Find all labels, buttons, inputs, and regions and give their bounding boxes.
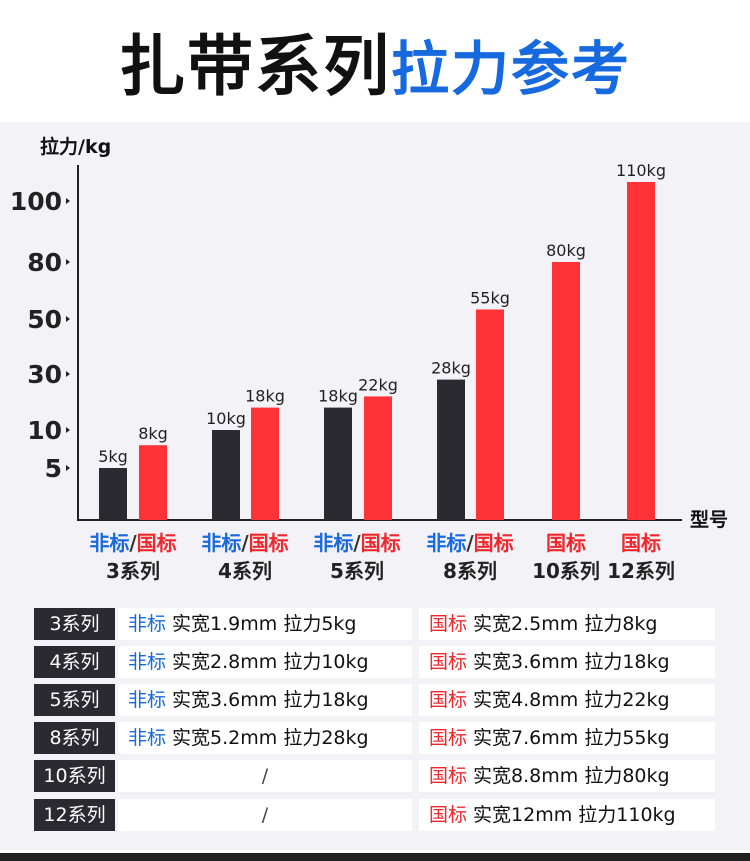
- data-label: 18kg: [318, 387, 358, 406]
- title-part2: 拉力参考: [390, 35, 631, 103]
- table-row: 10系列 / 国标 实宽8.8mm 拉力80kg: [34, 760, 715, 792]
- table-row: 3系列 非标 实宽1.9mm 拉力5kg 国标 实宽2.5mm 拉力8kg: [34, 608, 715, 640]
- bar-非标: [437, 379, 465, 520]
- title-part1: 扎带系列: [118, 28, 391, 105]
- data-label: 8kg: [138, 424, 168, 443]
- bar-国标: [139, 445, 167, 520]
- y-tick-label: 30: [27, 360, 62, 389]
- x-category-name: 10系列: [532, 559, 600, 583]
- nonstandard-spec: /: [118, 760, 412, 792]
- bar-chart: 拉力/kg 型号 5 10 30 50 80 100 5kg 10kg 18kg 28kg 8kg 18k…: [10, 135, 728, 583]
- y-tick-arrow: [66, 259, 70, 265]
- bottom-divider: [0, 853, 750, 861]
- nonstandard-spec: 非标 实宽5.2mm 拉力28kg: [118, 722, 412, 754]
- table-row: 4系列 非标 实宽2.8mm 拉力10kg 国标 实宽3.6mm 拉力18kg: [34, 646, 715, 678]
- bar-国标: [627, 182, 655, 520]
- bar-国标: [552, 262, 580, 520]
- x-category-standard: 非标/国标: [89, 531, 176, 555]
- y-tick-label: 80: [27, 248, 62, 277]
- y-tick-arrow: [66, 316, 70, 322]
- nonstandard-spec: 非标 实宽2.8mm 拉力10kg: [118, 646, 412, 678]
- data-label: 28kg: [431, 359, 471, 378]
- series-label: 10系列: [34, 760, 115, 792]
- bar-国标: [476, 309, 504, 520]
- nonstandard-spec: /: [118, 799, 412, 831]
- bar-国标: [364, 396, 392, 520]
- table-row: 12系列 / 国标 实宽12mm 拉力110kg: [34, 799, 715, 831]
- national-standard-spec: 国标 实宽2.5mm 拉力8kg: [419, 608, 715, 640]
- x-category-name: 5系列: [330, 559, 384, 583]
- national-standard-spec: 国标 实宽7.6mm 拉力55kg: [419, 722, 715, 754]
- series-label: 8系列: [34, 722, 115, 754]
- table-row: 5系列 非标 实宽3.6mm 拉力18kg 国标 实宽4.8mm 拉力22kg: [34, 684, 715, 716]
- data-label: 80kg: [546, 241, 586, 260]
- bar-非标: [324, 407, 352, 520]
- nonstandard-spec: 非标 实宽3.6mm 拉力18kg: [118, 684, 412, 716]
- bar-非标: [212, 430, 240, 520]
- table-row: 8系列 非标 实宽5.2mm 拉力28kg 国标 实宽7.6mm 拉力55kg: [34, 722, 715, 754]
- x-axis-label: 型号: [690, 508, 728, 531]
- national-standard-spec: 国标 实宽12mm 拉力110kg: [419, 799, 715, 831]
- bar-非标: [99, 468, 127, 520]
- x-category-name: 12系列: [607, 559, 675, 583]
- x-category-name: 3系列: [106, 559, 160, 583]
- x-category-standard: 非标/国标: [313, 531, 400, 555]
- x-category-standard: 国标: [546, 531, 586, 555]
- x-category-standard: 国标: [621, 531, 661, 555]
- y-tick-label: 50: [27, 305, 62, 334]
- data-label: 22kg: [358, 375, 398, 394]
- data-label: 55kg: [470, 289, 510, 308]
- series-label: 3系列: [34, 608, 115, 640]
- nonstandard-spec: 非标 实宽1.9mm 拉力5kg: [118, 608, 412, 640]
- y-tick-label: 100: [10, 187, 62, 216]
- data-label: 5kg: [98, 447, 128, 466]
- data-label: 110kg: [616, 161, 666, 180]
- y-axis-label: 拉力/kg: [40, 135, 111, 158]
- y-tick-arrow: [66, 427, 70, 433]
- y-tick-label: 10: [27, 416, 62, 445]
- page-title: 扎带系列拉力参考: [0, 22, 750, 114]
- national-standard-spec: 国标 实宽8.8mm 拉力80kg: [419, 760, 715, 792]
- series-label: 12系列: [34, 799, 115, 831]
- x-category-standard: 非标/国标: [201, 531, 288, 555]
- bar-国标: [251, 407, 279, 520]
- series-label: 4系列: [34, 646, 115, 678]
- national-standard-spec: 国标 实宽4.8mm 拉力22kg: [419, 684, 715, 716]
- series-label: 5系列: [34, 684, 115, 716]
- x-category-name: 8系列: [443, 559, 497, 583]
- y-tick-arrow: [66, 198, 70, 204]
- content-panel: 拉力/kg 型号 5 10 30 50 80 100 5kg 10kg 18kg 28kg 8kg 18k…: [0, 122, 750, 850]
- y-tick-label: 5: [45, 454, 62, 483]
- x-category-name: 4系列: [218, 559, 272, 583]
- data-label: 18kg: [245, 387, 285, 406]
- y-tick-arrow: [66, 465, 70, 471]
- x-category-standard: 非标/国标: [426, 531, 513, 555]
- data-label: 10kg: [206, 409, 246, 428]
- national-standard-spec: 国标 实宽3.6mm 拉力18kg: [419, 646, 715, 678]
- y-tick-arrow: [66, 371, 70, 377]
